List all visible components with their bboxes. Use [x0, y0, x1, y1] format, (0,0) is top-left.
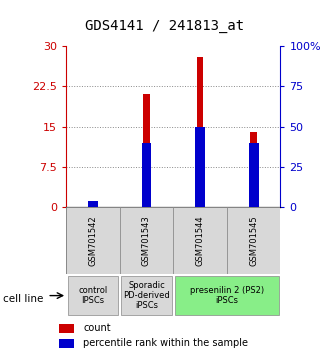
Text: GDS4141 / 241813_at: GDS4141 / 241813_at	[85, 19, 245, 34]
Bar	[143, 95, 149, 207]
Bar	[142, 143, 151, 207]
Text: Sporadic
PD-derived
iPSCs: Sporadic PD-derived iPSCs	[123, 281, 170, 310]
Bar	[59, 339, 74, 348]
Bar	[121, 276, 172, 315]
Text: GSM701544: GSM701544	[196, 215, 205, 266]
Bar	[249, 143, 258, 207]
Bar	[59, 324, 74, 333]
Bar	[119, 207, 173, 274]
Bar	[250, 132, 257, 207]
Text: presenilin 2 (PS2)
iPSCs: presenilin 2 (PS2) iPSCs	[190, 286, 264, 305]
Bar	[66, 207, 119, 274]
Text: GSM701545: GSM701545	[249, 215, 258, 266]
Bar	[90, 204, 96, 207]
Text: GSM701542: GSM701542	[88, 215, 97, 266]
Bar	[195, 127, 205, 207]
Bar	[88, 201, 98, 207]
Bar	[173, 207, 227, 274]
Bar	[197, 57, 203, 207]
Text: percentile rank within the sample: percentile rank within the sample	[83, 338, 248, 348]
Bar	[68, 276, 118, 315]
Text: GSM701543: GSM701543	[142, 215, 151, 266]
Bar	[227, 207, 280, 274]
Text: control
IPSCs: control IPSCs	[78, 286, 108, 305]
Text: count: count	[83, 323, 111, 333]
Bar	[175, 276, 279, 315]
Text: cell line: cell line	[3, 294, 44, 304]
